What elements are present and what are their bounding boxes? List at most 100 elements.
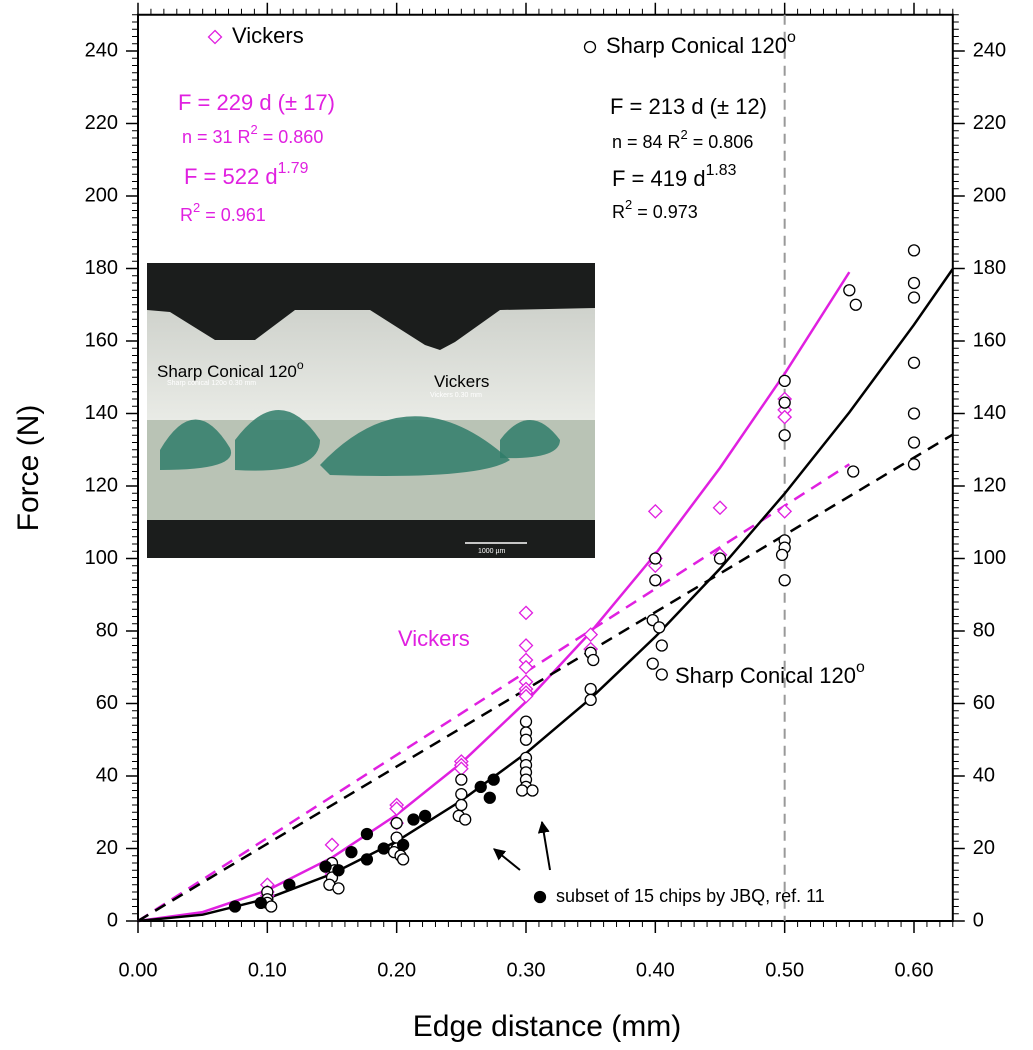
plot-frame: [137, 13, 954, 922]
annotation-text: F = 213 d (± 12): [610, 94, 767, 119]
circle-point: [519, 733, 533, 746]
fit-line: [137, 433, 954, 923]
circle-point: [843, 284, 856, 297]
annotation-text: = 0.961: [200, 205, 266, 225]
y-tick-label: 100: [973, 547, 1006, 569]
circle-point: [587, 653, 600, 667]
annotation: R2 = 0.961: [180, 200, 266, 225]
y-tick-label: 220: [85, 112, 118, 134]
circle-point: [455, 798, 468, 812]
y-tick-label: 20: [973, 837, 995, 859]
circle-point: [396, 853, 410, 866]
circle-point: [907, 436, 921, 449]
y-tick-label: 160: [85, 329, 118, 351]
circle-point: [474, 780, 487, 794]
y-tick-label: 60: [973, 692, 995, 714]
annotation-text: = 0.973: [632, 202, 698, 222]
circle-point: [778, 374, 791, 388]
diamond-point: [647, 503, 663, 519]
annotation-sup: 2: [251, 122, 258, 137]
circle-point: [847, 465, 860, 478]
y-tick-label: 160: [973, 329, 1006, 351]
circle-point: [332, 882, 345, 895]
inset-label: Vickers: [434, 372, 489, 391]
circle-point: [332, 864, 345, 877]
circle-point: [515, 784, 529, 797]
annotation-sup: o: [856, 659, 865, 676]
diamond-point: [324, 837, 340, 853]
circle-point: [418, 809, 432, 823]
fit-line: [137, 268, 954, 923]
annotation-text: F = 522 d: [184, 164, 278, 189]
circle-point: [584, 693, 597, 707]
circle-point: [907, 291, 921, 304]
x-tick-label: 0.60: [895, 959, 934, 981]
circle-point: [655, 668, 668, 681]
circle-point: [653, 621, 666, 634]
legend-marker: [207, 29, 223, 45]
annotation-text: = 0.806: [688, 132, 754, 152]
annotation: F = 419 d1.83: [612, 162, 737, 190]
x-tick-label: 0.00: [119, 959, 158, 981]
y-tick-label: 140: [85, 402, 118, 424]
inset-label-text: Sharp Conical 120: [157, 362, 297, 381]
diamond-point: [518, 638, 534, 653]
diamond-point: [389, 801, 405, 817]
y-tick-label: 20: [96, 837, 118, 859]
y-tick-label: 120: [973, 474, 1006, 496]
y-tick-label: 0: [973, 909, 984, 931]
inset-label: Sharp conical 120o 0.30 mm: [167, 380, 256, 387]
annotation: n = 31 R2 = 0.860: [182, 122, 323, 147]
diamond-point: [712, 500, 728, 516]
y-tick-label: 200: [85, 184, 118, 206]
circle-point: [907, 356, 921, 369]
circle-point: [907, 458, 921, 471]
y-tick-label: 80: [973, 619, 995, 641]
annotation-text: Sharp Conical 120: [675, 663, 856, 688]
annotation-text: Vickers: [398, 626, 470, 651]
circle-point: [455, 773, 468, 786]
y-tick-label: 120: [85, 474, 118, 496]
circle-point: [646, 657, 659, 670]
x-tick-label: 0.20: [377, 959, 416, 981]
circle-point: [319, 860, 332, 873]
legend-text: subset of 15 chips by JBQ, ref. 11: [556, 886, 825, 906]
circle-point: [649, 552, 662, 565]
circle-point: [283, 878, 296, 891]
y-tick-label: 240: [85, 39, 118, 61]
circle-point: [390, 816, 403, 830]
x-tick-label: 0.10: [248, 959, 287, 981]
circle-point: [775, 548, 789, 562]
diamond-point: [518, 688, 534, 704]
annotation-sup: 2: [193, 200, 200, 215]
x-axis-title: Edge distance (mm): [413, 1010, 681, 1043]
annotation: F = 229 d (± 17): [178, 90, 335, 115]
circle-point: [778, 396, 791, 409]
y-tick-label: 220: [973, 112, 1006, 134]
circle-point: [907, 407, 921, 420]
annotation-text: R: [180, 205, 193, 225]
legend-text: Vickers: [232, 23, 304, 48]
annotation-sup: 2: [625, 197, 632, 212]
diamond-point: [583, 627, 599, 643]
y-tick-label: 0: [107, 909, 118, 931]
annotation-text: F = 419 d: [612, 166, 706, 191]
circle-point: [360, 827, 374, 841]
inset-label-text: Sharp conical 120o 0.30 mm: [167, 380, 256, 387]
circle-point: [907, 244, 921, 257]
x-tick-label: 0.50: [765, 959, 804, 981]
circle-point: [455, 787, 468, 801]
circle-point: [649, 574, 662, 587]
circle-point: [254, 896, 268, 910]
circle-point: [655, 639, 668, 652]
inset-label-text: Vickers: [434, 372, 489, 391]
circle-point: [713, 552, 727, 565]
legend-marker: [583, 40, 597, 54]
inset-label: Vickers 0.30 mm: [430, 392, 482, 399]
circle-point: [487, 773, 500, 786]
legend-text: Sharp Conical 120: [606, 33, 787, 58]
annotation-text: n = 31 R: [182, 127, 251, 147]
circle-point: [526, 784, 539, 797]
inset-photo: [147, 263, 595, 558]
y-tick-label: 200: [973, 184, 1006, 206]
